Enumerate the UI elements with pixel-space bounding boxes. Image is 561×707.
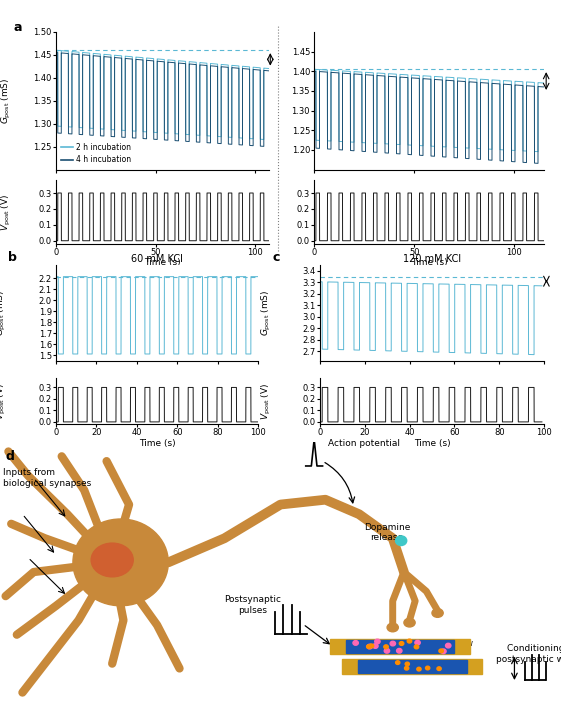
Circle shape (390, 641, 396, 646)
FancyBboxPatch shape (330, 638, 470, 654)
Circle shape (445, 643, 451, 648)
Circle shape (405, 662, 410, 666)
Circle shape (396, 536, 407, 546)
Ellipse shape (91, 543, 134, 577)
Ellipse shape (404, 619, 415, 627)
Text: Action potential: Action potential (328, 440, 400, 448)
Title: 60 mM KCl: 60 mM KCl (131, 255, 183, 264)
Ellipse shape (432, 609, 443, 617)
Circle shape (417, 667, 421, 671)
Ellipse shape (73, 519, 168, 606)
Text: Oxidation: Oxidation (366, 643, 403, 651)
Text: Ion flow: Ion flow (443, 638, 473, 648)
Circle shape (384, 648, 390, 653)
Title: 120 mM KCl: 120 mM KCl (403, 255, 461, 264)
Ellipse shape (387, 623, 398, 632)
Circle shape (415, 641, 420, 645)
X-axis label: Time (s): Time (s) (413, 439, 450, 448)
Circle shape (439, 649, 443, 653)
Circle shape (426, 666, 430, 670)
Text: d: d (6, 450, 15, 463)
X-axis label: Time (s): Time (s) (144, 259, 181, 267)
FancyBboxPatch shape (346, 640, 454, 653)
Text: b: b (8, 251, 16, 264)
Circle shape (404, 667, 409, 670)
Circle shape (375, 639, 380, 644)
Circle shape (441, 649, 446, 653)
Circle shape (353, 641, 358, 645)
X-axis label: Time (s): Time (s) (139, 439, 176, 448)
Circle shape (373, 643, 378, 648)
Y-axis label: $G_\mathregular{post}$ (mS): $G_\mathregular{post}$ (mS) (260, 290, 273, 336)
Text: a: a (13, 21, 22, 34)
Circle shape (366, 645, 371, 648)
Y-axis label: $V_\mathregular{post}$ (V): $V_\mathregular{post}$ (V) (0, 382, 8, 420)
Y-axis label: $V_\mathregular{post}$ (V): $V_\mathregular{post}$ (V) (1, 194, 13, 230)
Circle shape (397, 648, 402, 653)
FancyBboxPatch shape (342, 659, 482, 674)
Circle shape (407, 639, 412, 643)
Legend: 2 h incubation, 4 h incubation: 2 h incubation, 4 h incubation (60, 141, 132, 166)
Y-axis label: $G_\mathregular{post}$ (mS): $G_\mathregular{post}$ (mS) (1, 78, 13, 124)
Circle shape (369, 644, 374, 648)
Text: Inputs from
biological synapses: Inputs from biological synapses (3, 468, 91, 488)
Circle shape (437, 667, 441, 670)
Circle shape (414, 645, 419, 649)
Text: c: c (273, 251, 280, 264)
Y-axis label: $G_\mathregular{post}$ (mS): $G_\mathregular{post}$ (mS) (0, 290, 8, 336)
Y-axis label: $V_\mathregular{post}$ (V): $V_\mathregular{post}$ (V) (260, 382, 273, 420)
Text: Postsynaptic
pulses: Postsynaptic pulses (224, 595, 281, 614)
Circle shape (367, 644, 373, 649)
Circle shape (396, 661, 400, 665)
Text: Conditioning of
postsynaptic weight: Conditioning of postsynaptic weight (496, 644, 561, 664)
Circle shape (384, 645, 388, 649)
X-axis label: Time (s): Time (s) (411, 259, 448, 267)
Text: Dopamine
release: Dopamine release (364, 523, 410, 542)
FancyBboxPatch shape (358, 660, 467, 673)
Circle shape (399, 641, 404, 645)
